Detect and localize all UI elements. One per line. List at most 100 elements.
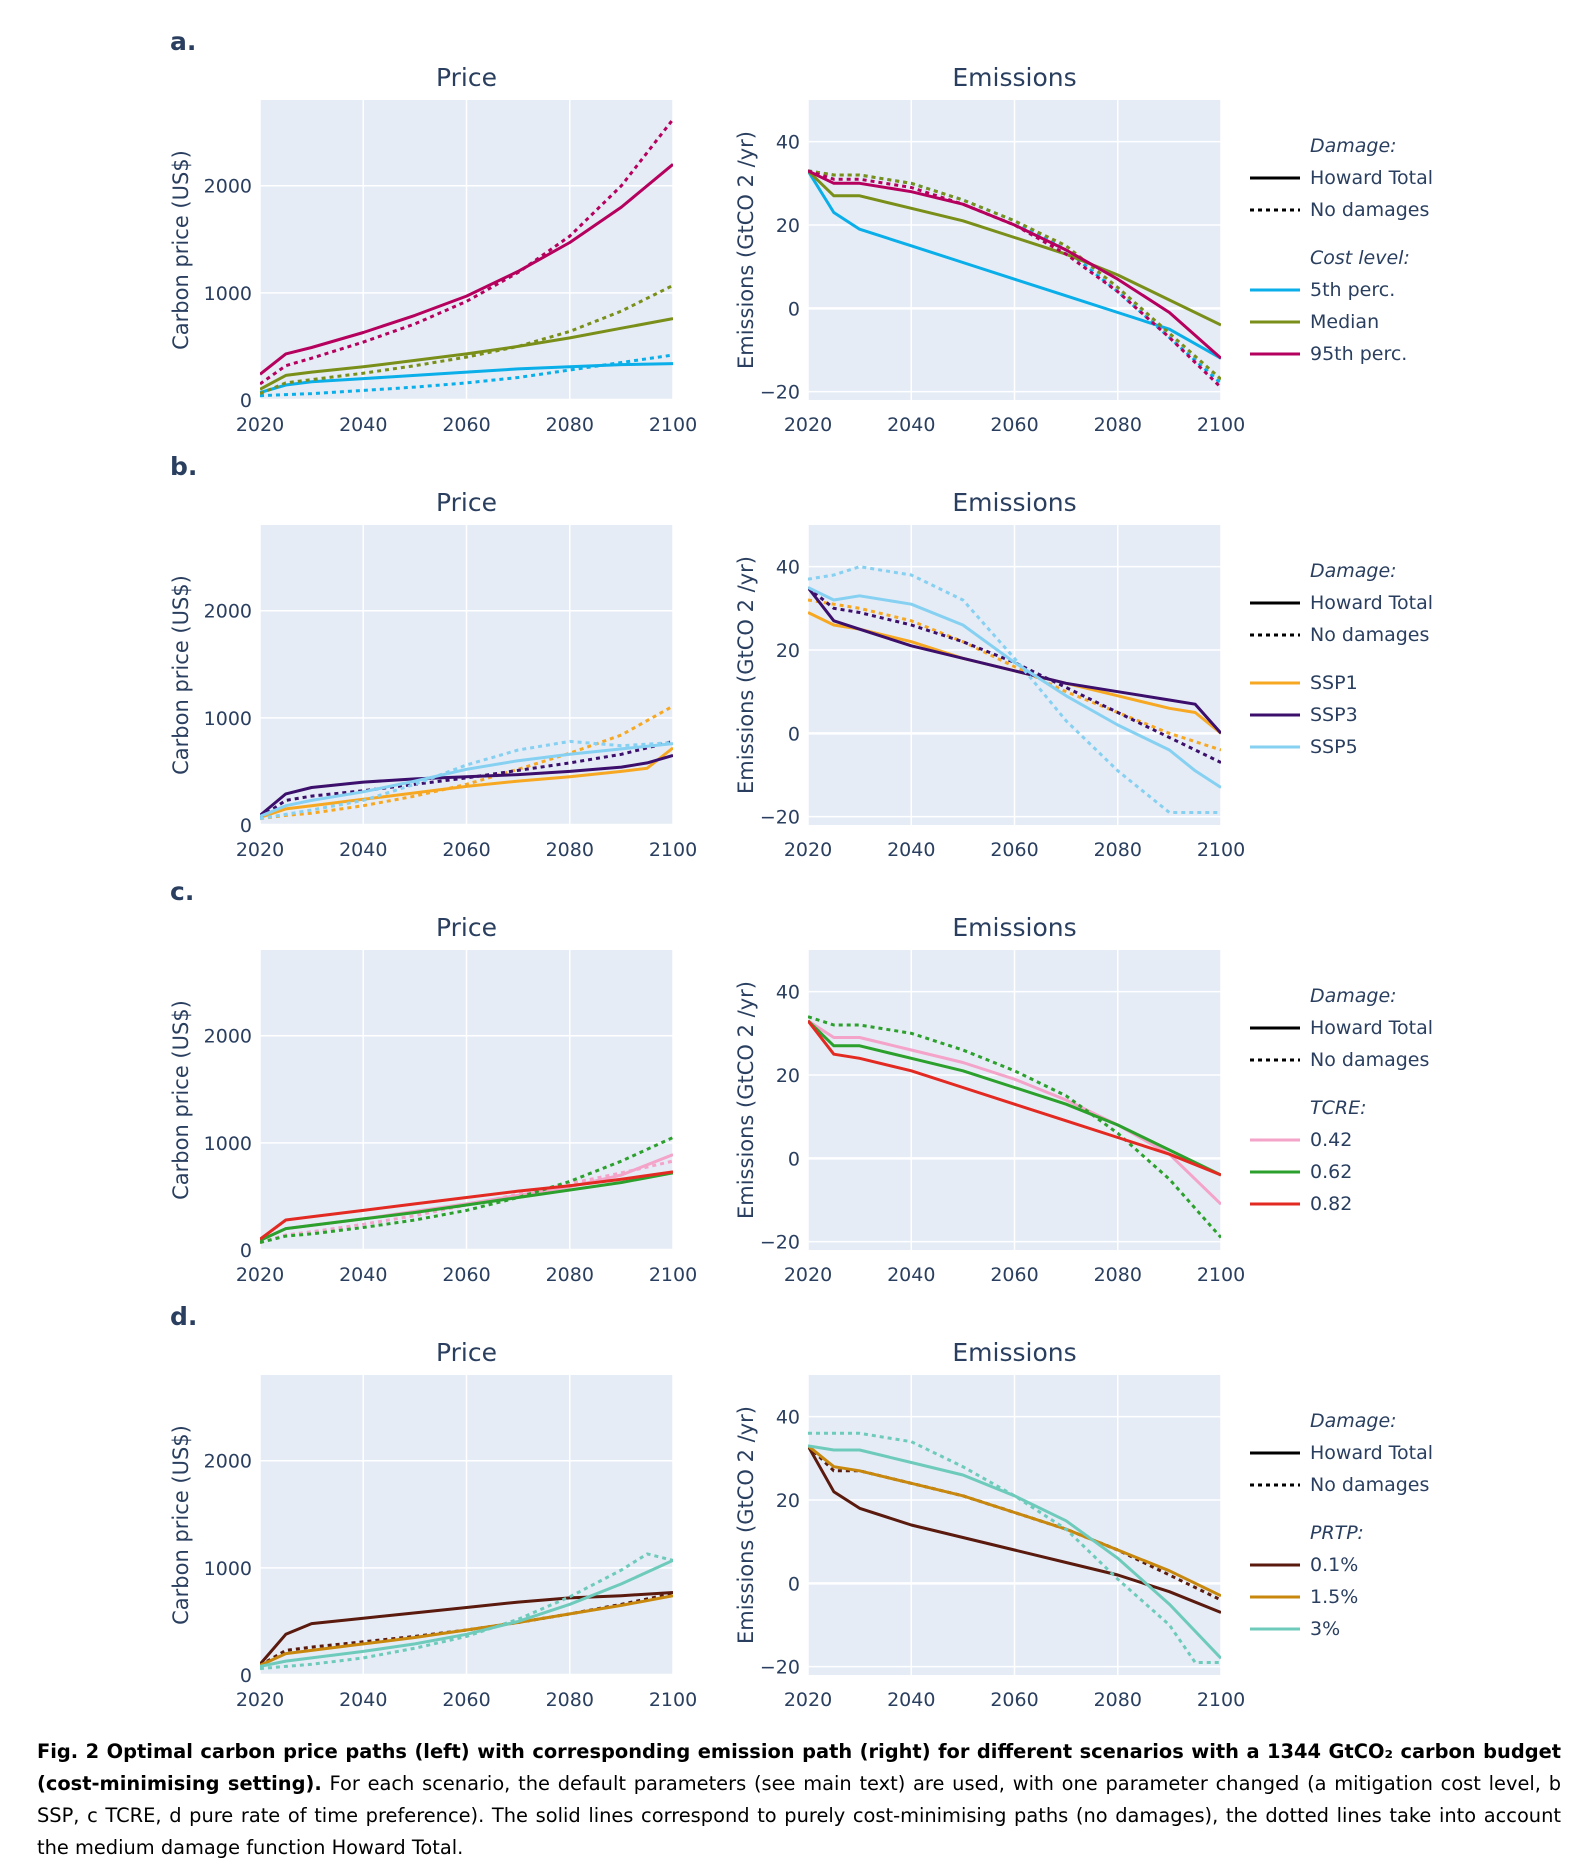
- series-line-0-62-solid: [808, 1019, 1221, 1177]
- series-line-0-1--solid: [260, 1591, 673, 1666]
- y-axis-label: Emissions (GtCO 2 /yr): [734, 131, 758, 369]
- chart-title: Emissions: [952, 488, 1076, 517]
- legend-item-label: SSP5: [1310, 736, 1358, 758]
- x-tick-label: 2080: [546, 414, 594, 436]
- series-line-median-dotted: [260, 284, 673, 395]
- legend-item-label: 0.42: [1310, 1129, 1352, 1151]
- legend-dotted-label: No damages: [1310, 624, 1429, 646]
- legend-dotted-label: No damages: [1310, 1049, 1429, 1071]
- series-line-ssp3-solid: [808, 586, 1221, 735]
- legend-solid-label: Howard Total: [1310, 1017, 1433, 1039]
- y-tick-label: 1000: [204, 283, 252, 305]
- x-tick-label: 2040: [887, 839, 935, 861]
- series-group: [808, 1431, 1221, 1664]
- y-tick-label: −20: [760, 1232, 800, 1254]
- x-tick-label: 2080: [546, 1689, 594, 1711]
- x-tick-label: 2100: [649, 414, 697, 436]
- x-tick-label: 2060: [442, 1264, 490, 1286]
- y-tick-label: 40: [776, 557, 800, 579]
- caption-bold: Fig. 2 Optimal carbon price paths (left)…: [37, 1740, 1561, 1795]
- series-line-5th-perc--dotted: [260, 353, 673, 398]
- series-line-ssp3-dotted: [260, 739, 673, 819]
- series-line-ssp3-solid: [260, 753, 673, 817]
- series-group: [260, 118, 673, 398]
- x-tick-label: 2060: [990, 1689, 1038, 1711]
- series-line-0-62-dotted: [808, 1015, 1221, 1239]
- legend-group-heading: PRTP:: [1310, 1522, 1364, 1544]
- y-tick-label: 0: [788, 298, 800, 320]
- series-line-95th-perc--solid: [260, 163, 673, 376]
- series-group: [808, 169, 1221, 389]
- x-tick-label: 2020: [784, 1264, 832, 1286]
- y-tick-label: 40: [776, 982, 800, 1004]
- y-tick-label: 0: [240, 390, 252, 412]
- x-tick-label: 2020: [784, 414, 832, 436]
- chart-title: Price: [436, 488, 497, 517]
- y-tick-label: 40: [776, 1407, 800, 1429]
- y-axis-label: Carbon price (US$): [169, 150, 193, 350]
- series-group: [260, 704, 673, 821]
- y-tick-label: 20: [776, 215, 800, 237]
- y-tick-label: 20: [776, 1065, 800, 1087]
- series-group: [260, 1552, 673, 1671]
- panel-letter: b.: [170, 452, 197, 481]
- series-group: [808, 565, 1221, 814]
- x-tick-label: 2100: [1197, 839, 1245, 861]
- legend-solid-label: Howard Total: [1310, 592, 1433, 614]
- emissions-chart-1: 2020 2040 2060 2080 2100−2002040EmissionsEmi…: [734, 63, 1433, 436]
- x-tick-label: 2020: [784, 839, 832, 861]
- legend-damage-heading: Damage:: [1310, 560, 1397, 582]
- price-chart-4: 2020 2040 2060 2080 2100 0 1000 2000 Price Carbon…: [169, 1302, 697, 1711]
- x-tick-label: 2040: [887, 1689, 935, 1711]
- y-tick-label: 1000: [204, 1558, 252, 1580]
- y-axis-label: Carbon price (US$): [169, 1000, 193, 1200]
- series-group: [260, 1136, 673, 1244]
- x-tick-label: 2100: [1197, 1689, 1245, 1711]
- legend-group-heading: TCRE:: [1310, 1097, 1366, 1119]
- x-tick-label: 2100: [649, 1689, 697, 1711]
- legend-solid-label: Howard Total: [1310, 1442, 1433, 1464]
- series-line-median-dotted: [808, 169, 1221, 381]
- y-tick-label: 0: [788, 723, 800, 745]
- x-tick-label: 2040: [339, 839, 387, 861]
- legend-item-label: 0.82: [1310, 1193, 1352, 1215]
- x-tick-label: 2020: [784, 1689, 832, 1711]
- x-tick-label: 2080: [1094, 414, 1142, 436]
- series-line-ssp3-dotted: [808, 586, 1221, 764]
- series-line-median-solid: [808, 169, 1221, 327]
- y-tick-label: 20: [776, 1490, 800, 1512]
- chart-title: Emissions: [952, 913, 1076, 942]
- figure-canvas: 2020 2040 2060 2080 2100010002000PriceCarbon…: [169, 27, 1433, 1711]
- x-tick-label: 2020: [236, 1689, 284, 1711]
- x-tick-label: 2020: [236, 839, 284, 861]
- chart-title: Price: [436, 1338, 497, 1367]
- panel-letter: c.: [170, 877, 194, 906]
- legend-item-label: 95th perc.: [1310, 343, 1407, 365]
- legend: Damage: Howard Total No damages PRTP: 0.1% 1.…: [1250, 1410, 1433, 1640]
- panel-letter: a.: [170, 27, 196, 56]
- series-line-1-5--solid: [808, 1444, 1221, 1598]
- series-line-95th-perc--dotted: [808, 169, 1221, 389]
- legend-item-label: 3%: [1310, 1618, 1340, 1640]
- chart-title: Price: [436, 913, 497, 942]
- series-line-ssp5-solid: [808, 586, 1221, 789]
- price-chart-1: 2020 2040 2060 2080 2100 0 1000 2000 Price Carbon…: [169, 27, 697, 436]
- y-tick-label: 0: [240, 1240, 252, 1262]
- y-tick-label: −20: [760, 1657, 800, 1679]
- legend-damage-heading: Damage:: [1310, 135, 1397, 157]
- y-tick-label: 0: [788, 1573, 800, 1595]
- legend-item-label: 5th perc.: [1310, 279, 1395, 301]
- x-tick-label: 2040: [339, 414, 387, 436]
- legend-item-label: 0.62: [1310, 1161, 1352, 1183]
- y-tick-label: 0: [788, 1148, 800, 1170]
- x-tick-label: 2080: [1094, 1264, 1142, 1286]
- caption-text: For each scenario, the default parameter…: [37, 1772, 1562, 1859]
- series-line-ssp5-dotted: [808, 565, 1221, 814]
- x-tick-label: 2100: [1197, 414, 1245, 436]
- legend: Damage: Howard Total No damages TCRE: 0.42 0.…: [1250, 985, 1433, 1215]
- legend-item-label: SSP3: [1310, 704, 1358, 726]
- chart-title: Emissions: [952, 63, 1076, 92]
- series-line-0-82-solid: [808, 1019, 1221, 1177]
- legend-damage-heading: Damage:: [1310, 985, 1397, 1007]
- x-tick-label: 2060: [990, 839, 1038, 861]
